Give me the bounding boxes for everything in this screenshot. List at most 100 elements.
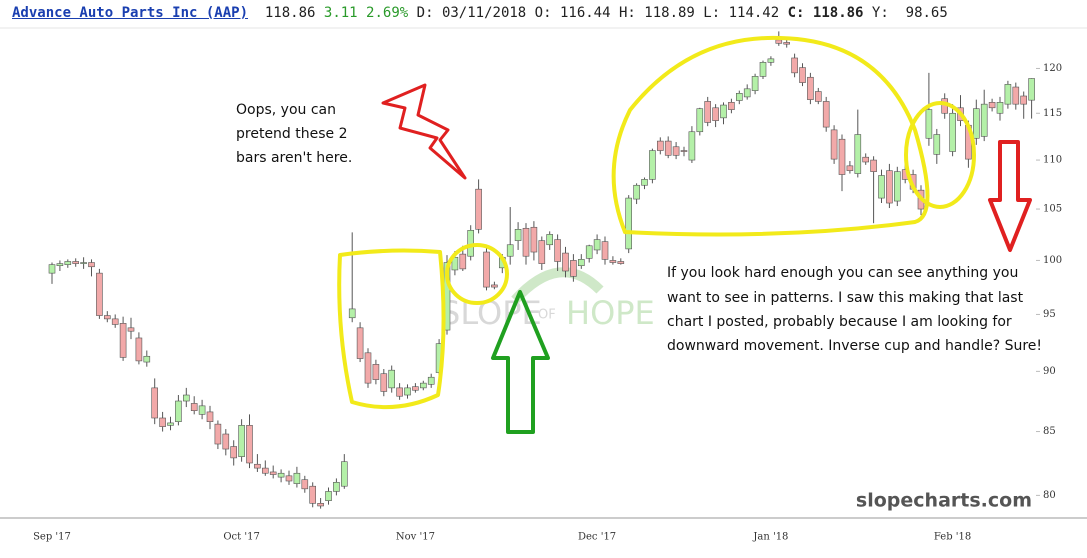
red-down-arrow bbox=[988, 140, 1032, 252]
y-tick-label: 80 bbox=[1043, 490, 1056, 501]
candle-body bbox=[838, 138, 846, 175]
candle-body bbox=[656, 140, 664, 151]
annotation-patterns: If you look hard enough you can see anyt… bbox=[667, 265, 1042, 354]
candle-body bbox=[854, 134, 862, 174]
y-tick-label: 100 bbox=[1043, 255, 1062, 266]
candle-body bbox=[688, 131, 696, 161]
y-tick-label: 115 bbox=[1043, 108, 1062, 119]
annotation-line: chart I posted, probably because I am lo… bbox=[667, 314, 1012, 330]
candle-body bbox=[980, 103, 988, 137]
logo-arc bbox=[511, 267, 604, 304]
candle-body bbox=[175, 400, 182, 422]
candle-body bbox=[183, 394, 190, 402]
candle-body bbox=[609, 260, 617, 263]
site-watermark: slopecharts.com bbox=[856, 490, 1032, 512]
candle-body bbox=[1028, 78, 1035, 101]
candle-body bbox=[988, 102, 996, 109]
high: 118.89 bbox=[644, 5, 695, 21]
prev-label: Y: bbox=[871, 5, 889, 21]
close-label: C: bbox=[787, 5, 805, 21]
candle-body bbox=[649, 150, 656, 180]
candle-body bbox=[538, 240, 546, 264]
candle-body bbox=[972, 108, 980, 139]
candle-body bbox=[799, 67, 806, 83]
candle-body bbox=[222, 433, 230, 450]
candle-body bbox=[127, 327, 135, 332]
candle-body bbox=[309, 485, 317, 504]
candle-body bbox=[554, 239, 561, 262]
candle-body bbox=[396, 387, 403, 397]
candle-body bbox=[72, 261, 79, 264]
candle-body bbox=[111, 318, 119, 325]
low: 114.42 bbox=[728, 5, 780, 21]
candle-body bbox=[1004, 84, 1012, 105]
candle-body bbox=[56, 263, 64, 267]
annotation-line: downward movement. Inverse cup and handl… bbox=[667, 338, 1042, 354]
prev: 98.65 bbox=[905, 5, 948, 21]
candle-body bbox=[878, 175, 885, 199]
low-label: L: bbox=[703, 5, 721, 21]
candle-body bbox=[96, 272, 103, 316]
candle-body bbox=[822, 101, 830, 128]
candle-body bbox=[404, 387, 411, 396]
candle-body bbox=[704, 101, 712, 123]
candle-body bbox=[506, 244, 514, 257]
ticker-name[interactable]: Advance Auto Parts Inc (AAP) bbox=[12, 5, 249, 21]
candle-body bbox=[720, 104, 727, 119]
candle-body bbox=[791, 57, 798, 74]
candle-body bbox=[893, 171, 901, 202]
candle-body bbox=[64, 261, 72, 265]
last-price: 118.86 bbox=[264, 5, 316, 21]
candle-body bbox=[522, 227, 530, 257]
yellow-circle bbox=[445, 243, 509, 305]
candle-body bbox=[80, 262, 87, 264]
candle-body bbox=[285, 475, 293, 482]
annotation-line: bars aren't here. bbox=[236, 150, 352, 166]
high-label: H: bbox=[618, 5, 636, 21]
candles bbox=[48, 31, 1035, 509]
candle-body bbox=[333, 482, 340, 492]
candle-body bbox=[317, 503, 324, 507]
candle-body bbox=[135, 337, 143, 362]
quote-header: Advance Auto Parts Inc (AAP) 118.86 3.11… bbox=[12, 5, 948, 21]
logo-of: OF bbox=[538, 308, 556, 323]
yellow-handle bbox=[904, 101, 976, 209]
candle-body bbox=[585, 245, 593, 259]
candle-body bbox=[238, 425, 245, 457]
candle-body bbox=[491, 284, 498, 288]
candle-body bbox=[570, 260, 577, 277]
y-tick-label: 120 bbox=[1043, 63, 1062, 74]
candle-body bbox=[546, 234, 554, 246]
candle-body bbox=[143, 355, 151, 363]
candle-body bbox=[625, 197, 633, 250]
candle-body bbox=[530, 226, 538, 253]
candle-body bbox=[388, 369, 396, 389]
candle-body bbox=[767, 58, 775, 63]
candle-body bbox=[48, 264, 56, 274]
y-tick-label: 95 bbox=[1043, 309, 1056, 320]
candle-body bbox=[562, 252, 569, 272]
candle-body bbox=[190, 403, 198, 411]
candle-body bbox=[830, 129, 838, 160]
yellow-loop bbox=[337, 248, 446, 410]
candle-body bbox=[593, 239, 601, 251]
candle-body bbox=[412, 386, 419, 391]
y-tick-label: 110 bbox=[1043, 155, 1062, 166]
candle-body bbox=[119, 323, 127, 358]
candle-body bbox=[807, 76, 814, 100]
candle-body bbox=[862, 156, 870, 163]
y-tick-label: 105 bbox=[1043, 204, 1062, 215]
candle-body bbox=[159, 417, 166, 427]
candle-body bbox=[364, 352, 372, 384]
candle-body bbox=[206, 411, 214, 422]
date: 03/11/2018 bbox=[441, 5, 527, 21]
annotation-line: If you look hard enough you can see anyt… bbox=[667, 265, 1018, 281]
candle-body bbox=[459, 253, 467, 270]
candle-body bbox=[277, 472, 285, 478]
open: 116.44 bbox=[559, 5, 611, 21]
candle-body bbox=[870, 159, 877, 172]
candle-body bbox=[743, 88, 751, 98]
candle-body bbox=[925, 109, 933, 139]
candle-body bbox=[514, 229, 522, 241]
x-tick-label: Dec '17 bbox=[578, 532, 616, 543]
